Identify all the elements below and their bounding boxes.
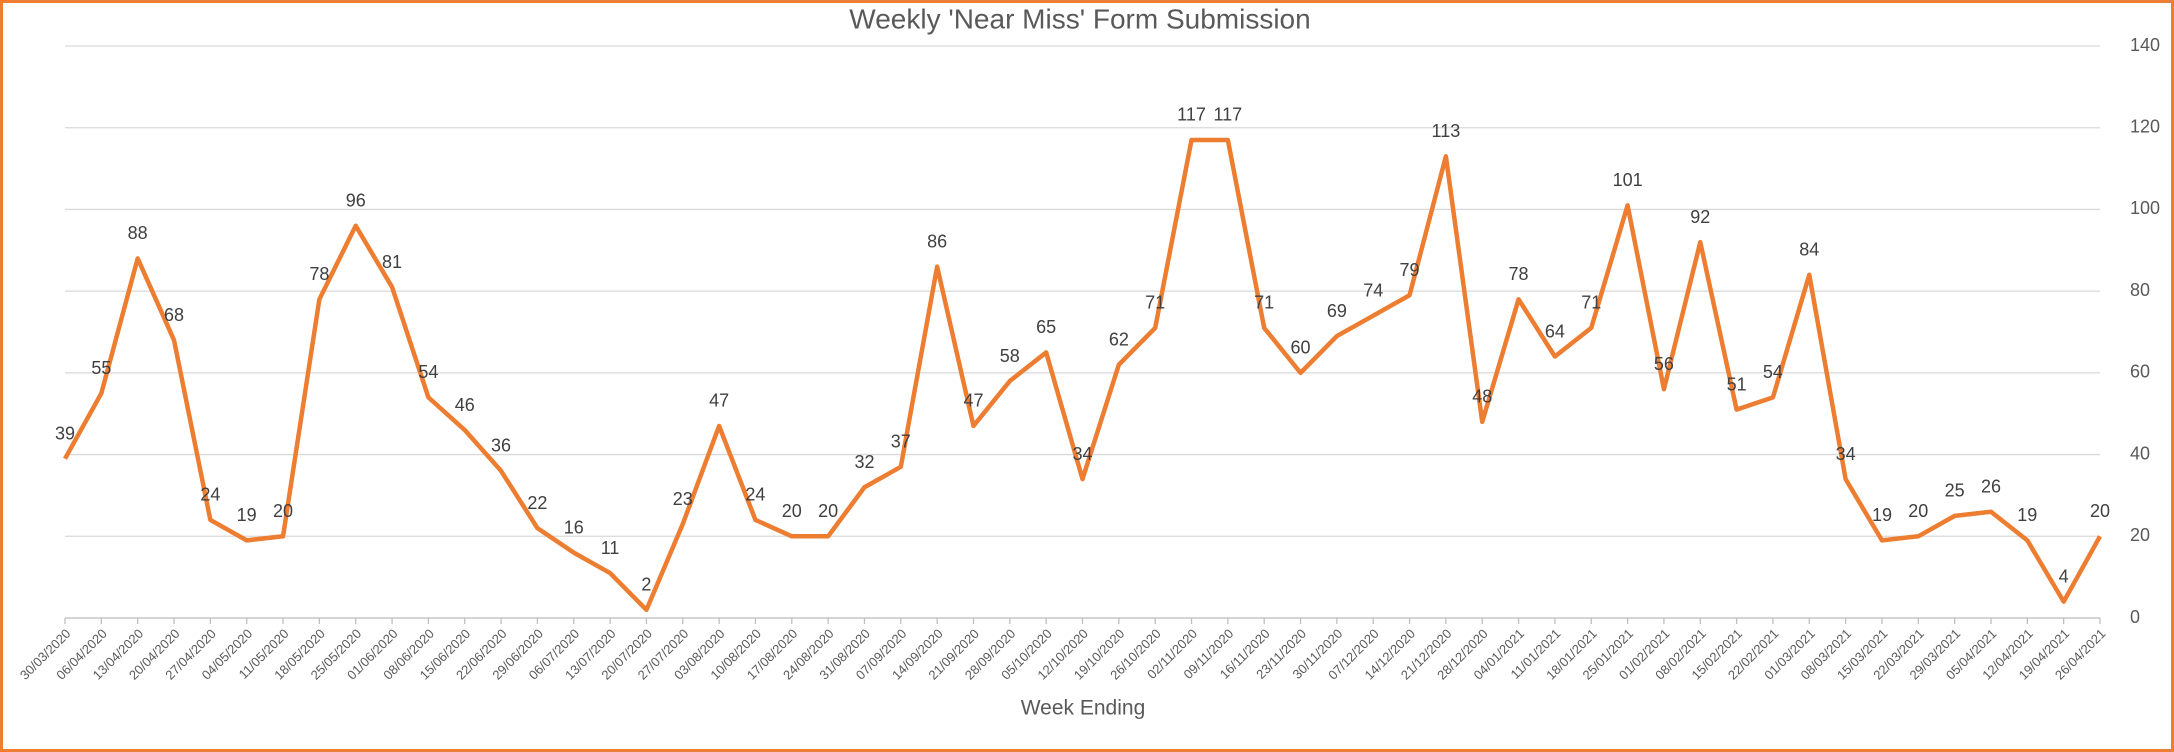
data-label: 19	[2017, 505, 2037, 525]
data-label: 25	[1945, 481, 1965, 501]
data-label: 19	[1872, 505, 1892, 525]
y-tick-label: 120	[2130, 116, 2160, 136]
data-label: 37	[891, 432, 911, 452]
data-label: 84	[1799, 240, 1819, 260]
data-label: 64	[1545, 321, 1565, 341]
data-label: 79	[1400, 260, 1420, 280]
data-label: 58	[1000, 346, 1020, 366]
data-label: 65	[1036, 317, 1056, 337]
data-label: 54	[418, 362, 438, 382]
data-label: 20	[818, 501, 838, 521]
data-label: 69	[1327, 301, 1347, 321]
data-label: 47	[709, 391, 729, 411]
data-label: 117	[1214, 105, 1243, 125]
data-line	[63, 137, 2102, 613]
y-tick-label: 60	[2130, 362, 2150, 382]
data-label: 32	[854, 452, 874, 472]
data-label: 117	[1177, 105, 1206, 125]
data-label: 39	[55, 423, 75, 443]
data-label: 71	[1254, 293, 1274, 313]
data-label: 11	[601, 538, 620, 558]
data-label: 2	[641, 575, 651, 595]
data-label: 62	[1109, 329, 1129, 349]
y-tick-label: 100	[2130, 198, 2160, 218]
data-label: 24	[745, 485, 765, 505]
data-label: 78	[309, 264, 329, 284]
y-tick-label: 80	[2130, 280, 2150, 300]
data-label: 22	[527, 493, 547, 513]
data-label: 81	[382, 252, 402, 272]
y-tick-label: 140	[2130, 35, 2160, 55]
y-tick-label: 20	[2130, 525, 2150, 545]
data-label: 60	[1291, 338, 1311, 358]
data-label: 71	[1581, 293, 1601, 313]
chart-title: Weekly 'Near Miss' Form Submission	[849, 3, 1310, 34]
data-label: 71	[1145, 293, 1165, 313]
data-label: 113	[1432, 121, 1461, 141]
data-label: 54	[1763, 362, 1783, 382]
data-label: 47	[963, 391, 983, 411]
data-label: 34	[1072, 444, 1092, 464]
data-label: 23	[673, 489, 693, 509]
data-label: 20	[782, 501, 802, 521]
x-axis-title: Week Ending	[1021, 697, 1146, 720]
data-label: 20	[273, 501, 293, 521]
data-label: 20	[1908, 501, 1928, 521]
data-label: 51	[1727, 374, 1747, 394]
y-tick-label: 40	[2130, 443, 2150, 463]
data-label: 68	[164, 305, 184, 325]
data-label: 46	[455, 395, 475, 415]
data-label: 78	[1509, 264, 1529, 284]
y-tick-label: 0	[2130, 607, 2140, 627]
data-label: 34	[1836, 444, 1856, 464]
data-label: 92	[1690, 207, 1710, 227]
data-label: 16	[564, 517, 584, 537]
data-label: 96	[346, 191, 366, 211]
data-label: 55	[91, 358, 111, 378]
data-label: 19	[237, 505, 257, 525]
data-label: 20	[2090, 501, 2110, 521]
data-label: 48	[1472, 387, 1492, 407]
data-label: 56	[1654, 354, 1674, 374]
data-label: 36	[491, 436, 511, 456]
data-label: 24	[200, 485, 220, 505]
data-label: 101	[1613, 170, 1643, 190]
data-label: 86	[927, 231, 947, 251]
data-label: 74	[1363, 280, 1383, 300]
data-label: 88	[128, 223, 148, 243]
data-label: 4	[2059, 566, 2069, 586]
data-label: 26	[1981, 477, 2001, 497]
